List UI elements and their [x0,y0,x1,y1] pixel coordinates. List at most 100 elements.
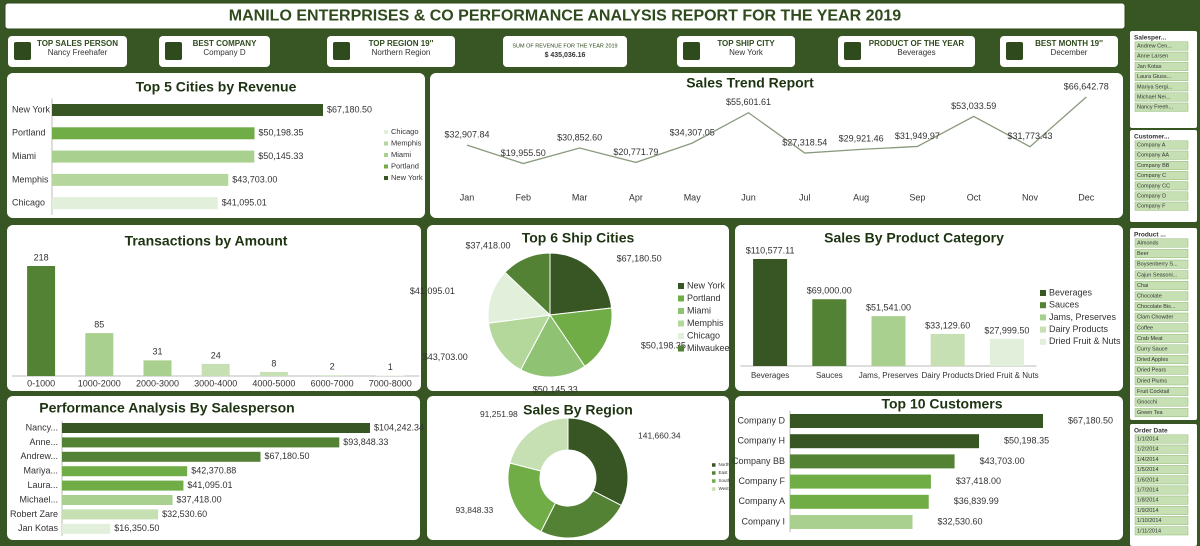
slicer-item[interactable] [1134,201,1189,211]
slicer-item[interactable] [1134,102,1189,112]
slicer-item[interactable] [1134,454,1189,464]
legend-label: East [719,470,729,475]
bar [871,316,906,366]
slicer-item[interactable] [1134,526,1189,536]
value-label: $27,318.54 [782,137,827,147]
slicer-item[interactable] [1134,434,1189,444]
slicer-item-label[interactable]: Almonds [1137,240,1159,246]
slicer-item[interactable] [1134,72,1189,82]
slicer-item[interactable] [1134,291,1189,301]
slicer-item[interactable] [1134,485,1189,495]
slicer-item-label[interactable]: Laura Giuss... [1137,74,1172,80]
slicer-item-label[interactable]: Michael Nei... [1137,94,1171,100]
slicer-item-label[interactable]: Clam Chowder [1137,315,1174,321]
slicer-item-label[interactable]: 1/5/2014 [1137,467,1158,473]
slicer-item[interactable] [1134,323,1189,333]
legend-label: Memphis [687,318,724,328]
slicer-item-label[interactable]: 1/4/2014 [1137,457,1158,463]
slicer-item-label[interactable]: Jan Kotas [1137,64,1162,70]
slicer-item-label[interactable]: Company CC [1137,183,1170,189]
slicer-item[interactable] [1134,302,1189,312]
slicer-item[interactable] [1134,150,1189,160]
slicer-item-label[interactable]: 1/1/2014 [1137,436,1158,442]
slicer-item[interactable] [1134,344,1189,354]
slicer-item-label[interactable]: Company F [1137,204,1166,210]
slicer-item[interactable] [1134,92,1189,102]
slicer-item[interactable] [1134,171,1189,181]
slicer-item[interactable] [1134,505,1189,515]
slicer-item-label[interactable]: Gnocchi [1137,399,1157,405]
slicer-item[interactable] [1134,259,1189,269]
slicer-item[interactable] [1134,61,1189,71]
slicer-item[interactable] [1134,386,1189,396]
value-label: $36,839.99 [954,496,999,506]
legend-swatch [1040,290,1046,296]
slicer-item[interactable] [1134,51,1189,61]
slicer-item-label[interactable]: Curry Sauce [1137,346,1168,352]
slicer-item-label[interactable]: Coffee [1137,325,1153,331]
slicer-item[interactable] [1134,238,1189,248]
category-label: Laura... [27,480,58,490]
slicer-item-label[interactable]: 1/7/2014 [1137,487,1158,493]
slicer-item-label[interactable]: Andrew Cen... [1137,43,1172,49]
slicer-item-label[interactable]: Anne Larsen [1137,54,1168,60]
value-label: $31,773.43 [1007,131,1052,141]
slicer-item-label[interactable]: Nancy Freeh... [1137,105,1174,111]
slicer-item[interactable] [1134,333,1189,343]
slicer-item-label[interactable]: Beer [1137,251,1149,257]
category-label: Anne... [29,437,58,447]
slicer-item-label[interactable]: 1/8/2014 [1137,498,1158,504]
value-label: $50,198.35 [641,341,686,351]
slicer-item-label[interactable]: Green Tea [1137,410,1164,416]
slicer-item-label[interactable]: Company D [1137,193,1166,199]
value-label: $53,033.59 [951,101,996,111]
title-bar [4,2,1126,30]
legend-label: South [719,478,731,483]
slicer-item[interactable] [1134,312,1189,322]
slicer-item[interactable] [1134,280,1189,290]
pie-slice [549,307,613,367]
slicer-item[interactable] [1134,181,1189,191]
slicer-item[interactable] [1134,140,1189,150]
slicer-item-label[interactable]: Dried Plums [1137,378,1167,384]
slicer-item[interactable] [1134,365,1189,375]
slicer-item[interactable] [1134,355,1189,365]
slicer-item[interactable] [1134,41,1189,51]
slicer-item-label[interactable]: 1/9/2014 [1137,508,1158,514]
legend-swatch [678,283,684,289]
slicer-item-label[interactable]: Fruit Cocktail [1137,389,1169,395]
slicer-item-label[interactable]: 1/2/2014 [1137,447,1158,453]
slicer-item-label[interactable]: Dried Apples [1137,357,1168,363]
slicer-item-label[interactable]: Cajun Seasoni... [1137,272,1178,278]
slicer-item-label[interactable]: Chocolate [1137,293,1162,299]
bar [790,474,931,489]
slicer-item[interactable] [1134,397,1189,407]
slicer-item[interactable] [1134,270,1189,280]
slicer-item[interactable] [1134,191,1189,201]
kpi-card [159,36,270,67]
slicer-item[interactable] [1134,408,1189,418]
slicer-item[interactable] [1134,160,1189,170]
slicer-item-label[interactable]: Company BB [1137,163,1170,169]
slicer-item-label[interactable]: Crab Meat [1137,336,1163,342]
slicer-item-label[interactable]: 1/10/2014 [1137,518,1161,524]
slicer-item-label[interactable]: Chocolate Bis... [1137,304,1176,310]
slicer-item[interactable] [1134,475,1189,485]
slicer-item-label[interactable]: Chai [1137,283,1148,289]
slicer-item-label[interactable]: Company C [1137,173,1166,179]
slicer-item[interactable] [1134,376,1189,386]
slicer-item-label[interactable]: Dried Pears [1137,368,1166,374]
value-label: $55,601.61 [726,97,771,107]
slicer-item-label[interactable]: Boysenberry S... [1137,262,1178,268]
slicer-item-label[interactable]: Mariya Sergi... [1137,84,1173,90]
slicer-item[interactable] [1134,465,1189,475]
slicer-item-label[interactable]: 1/11/2014 [1137,528,1161,534]
slicer-item[interactable] [1134,82,1189,92]
slicer-item[interactable] [1134,444,1189,454]
slicer-item-label[interactable]: 1/6/2014 [1137,477,1158,483]
slicer-item[interactable] [1134,516,1189,526]
slicer-item-label[interactable]: Company AA [1137,153,1169,159]
slicer-item[interactable] [1134,495,1189,505]
slicer-item-label[interactable]: Company A [1137,142,1166,148]
slicer-item[interactable] [1134,249,1189,259]
